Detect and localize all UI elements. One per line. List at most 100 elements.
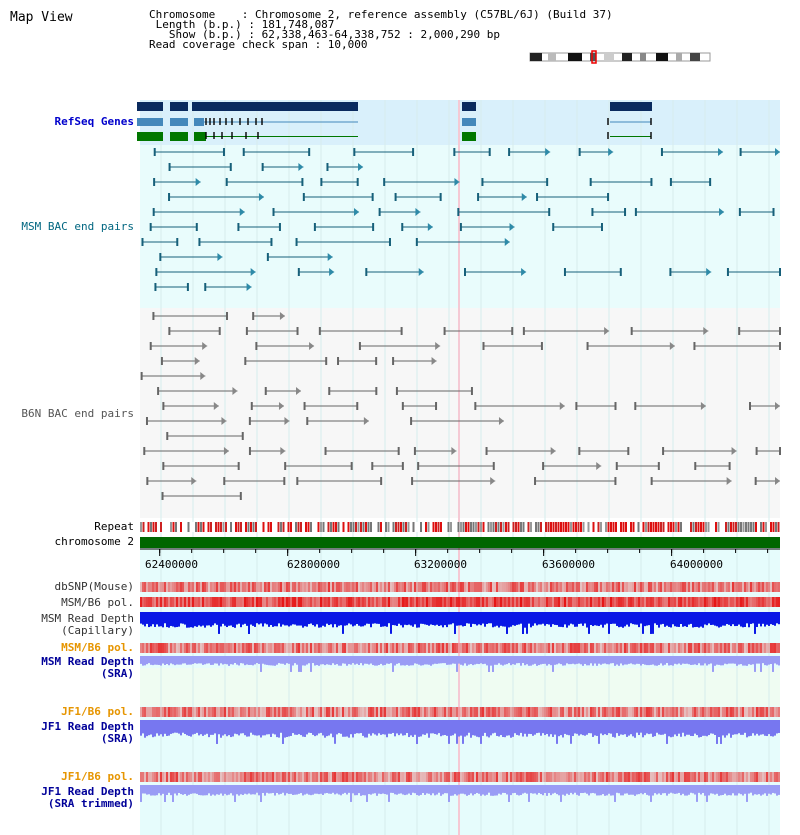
depth-bar: [352, 656, 354, 664]
heat-cell: [186, 772, 188, 782]
heat-cell: [720, 707, 722, 717]
depth-bar: [716, 656, 718, 665]
heat-cell: [144, 772, 146, 782]
depth-bar: [750, 656, 752, 665]
track-label-b6n-bac[interactable]: B6N BAC end pairs: [21, 407, 134, 420]
depth-bar: [378, 656, 380, 666]
depth-bar: [416, 785, 418, 795]
heat-cell: [676, 597, 678, 607]
depth-bar: [280, 785, 282, 794]
heat-cell: [552, 772, 554, 782]
heat-cell: [478, 582, 480, 592]
heat-cell: [650, 643, 652, 653]
track-label-msm-b6-pol[interactable]: MSM/B6 pol.: [61, 596, 134, 609]
heat-cell: [686, 597, 688, 607]
heat-cell: [550, 597, 552, 607]
depth-bar: [346, 612, 348, 626]
heat-cell: [424, 582, 426, 592]
heat-cell: [552, 643, 554, 653]
bac-end: [591, 208, 594, 216]
heat-cell: [436, 707, 438, 717]
depth-bar: [198, 656, 200, 664]
depth-bar: [336, 612, 338, 628]
heat-cell: [196, 597, 198, 607]
heat-cell: [178, 597, 180, 607]
depth-bar: [214, 656, 216, 664]
heat-cell: [264, 772, 266, 782]
depth-bar: [298, 785, 300, 794]
heat-cell: [610, 772, 612, 782]
depth-bar: [152, 656, 154, 666]
depth-bar: [768, 656, 770, 665]
depth-bar: [576, 656, 578, 664]
track-label-msm-depth-capillary[interactable]: MSM Read Depth (Capillary): [41, 613, 134, 637]
heat-cell: [642, 707, 644, 717]
heat-cell: [228, 707, 230, 717]
heat-cell: [190, 643, 192, 653]
heat-cell: [480, 707, 482, 717]
repeat-element: [360, 522, 362, 532]
track-label-msm-bac[interactable]: MSM BAC end pairs: [21, 220, 134, 233]
depth-bar: [720, 612, 722, 627]
repeat-element: [772, 522, 775, 532]
heat-cell: [302, 643, 304, 653]
depth-bar: [218, 612, 220, 634]
depth-bar: [456, 720, 458, 744]
heat-cell: [596, 772, 598, 782]
depth-bar: [660, 785, 662, 795]
depth-bar: [566, 656, 568, 664]
bac-end: [624, 208, 627, 216]
heat-cell: [266, 582, 268, 592]
depth-bar: [512, 785, 514, 794]
heat-cell: [396, 772, 398, 782]
depth-bar: [748, 720, 750, 737]
track-label-jf1-depth-trimmed[interactable]: JF1 Read Depth (SRA trimmed): [41, 786, 134, 810]
depth-bar: [614, 656, 616, 666]
track-label-repeat[interactable]: Repeat: [94, 520, 134, 533]
heat-cell: [598, 643, 600, 653]
track-label-msm-depth-sra[interactable]: MSM Read Depth (SRA): [41, 656, 134, 680]
track-label-jf1-depth-sra[interactable]: JF1 Read Depth (SRA): [41, 721, 134, 745]
repeat-element: [727, 522, 730, 532]
depth-bar: [252, 720, 254, 735]
repeat-element: [500, 522, 502, 532]
heat-cell: [192, 582, 194, 592]
depth-bar: [392, 785, 394, 793]
depth-bar: [412, 656, 414, 666]
heat-cell: [220, 643, 222, 653]
depth-bar: [634, 656, 636, 665]
track-label-jf1-b6-pol-trimmed[interactable]: JF1/B6 pol.: [61, 770, 134, 783]
track-label-jf1-b6-pol[interactable]: JF1/B6 pol.: [61, 705, 134, 718]
heat-cell: [146, 597, 148, 607]
depth-bar: [708, 720, 710, 736]
bac-end: [337, 357, 340, 365]
track-label-msm-b6-pol-sra[interactable]: MSM/B6 pol.: [61, 641, 134, 654]
heat-cell: [556, 597, 558, 607]
depth-bar: [734, 612, 736, 627]
track-label-refseq[interactable]: RefSeq Genes: [54, 115, 134, 128]
heat-cell: [392, 643, 394, 653]
heat-cell: [584, 772, 586, 782]
depth-bar: [404, 612, 406, 625]
track-label-dbsnp[interactable]: dbSNP(Mouse): [54, 580, 134, 593]
repeat-element: [397, 522, 400, 532]
heat-cell: [204, 643, 206, 653]
depth-bar: [648, 785, 650, 796]
heat-cell: [772, 582, 774, 592]
depth-bar: [478, 656, 480, 665]
heat-cell: [282, 707, 284, 717]
heat-cell: [648, 707, 650, 717]
depth-bar: [500, 656, 502, 665]
heat-cell: [400, 582, 402, 592]
heat-cell: [284, 643, 286, 653]
depth-bar: [442, 656, 444, 664]
bac-end: [248, 417, 251, 425]
bac-end: [225, 178, 228, 186]
depth-bar: [546, 656, 548, 666]
depth-bar: [366, 656, 368, 664]
heat-cell: [496, 643, 498, 653]
repeat-element: [675, 522, 677, 532]
heat-cell: [528, 582, 530, 592]
heat-cell: [330, 643, 332, 653]
